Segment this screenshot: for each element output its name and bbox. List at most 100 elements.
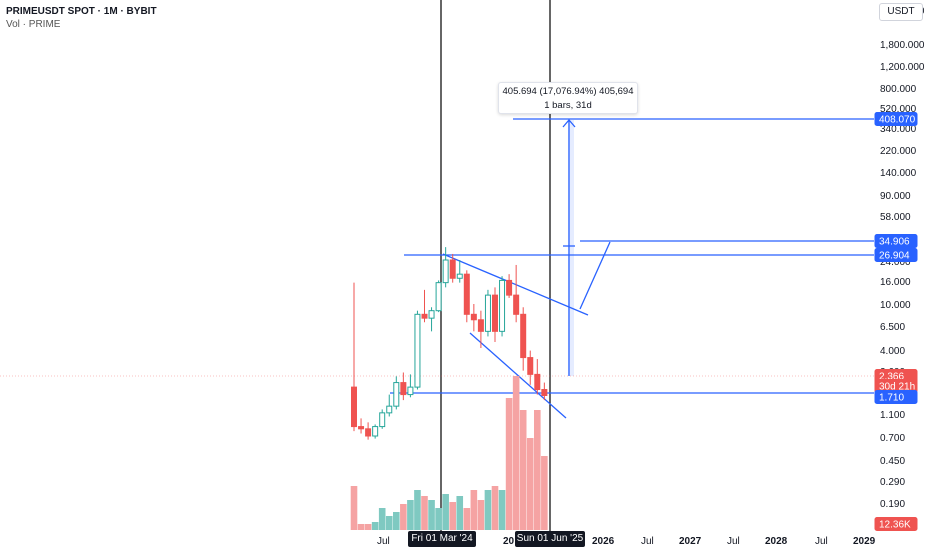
volume-bar	[456, 496, 464, 530]
candle	[527, 350, 534, 385]
time-axis-label: 2029	[853, 536, 876, 547]
price-axis-label: 800.000	[880, 84, 917, 95]
candle	[414, 310, 421, 390]
volume-bar	[463, 508, 471, 530]
candle	[463, 270, 470, 323]
candle	[492, 287, 498, 342]
candle	[513, 264, 520, 323]
volume-bar	[498, 490, 506, 530]
volume-badge: 12.36K	[874, 517, 918, 531]
price-axis-label: 340.000	[880, 124, 917, 135]
volume-bar	[378, 508, 386, 530]
price-axis-label: 0.700	[880, 433, 905, 444]
time-axis-label: 2026	[592, 536, 615, 547]
price-axis-label: 0.190	[880, 499, 905, 510]
volume-bar	[435, 508, 442, 530]
svg-text:1.710: 1.710	[879, 393, 904, 404]
volume-bar	[442, 494, 449, 530]
measure-tooltip: 405.694 (17,076.94%) 405,694 1 bars, 31d	[498, 82, 638, 114]
crosshair-date-right: Sun 01 Jun '25	[515, 531, 585, 547]
volume-bar	[421, 496, 428, 530]
time-axis-label: 20	[503, 536, 515, 547]
volume-bar	[519, 410, 527, 530]
candle	[379, 409, 386, 429]
svg-text:30d 21h: 30d 21h	[879, 382, 915, 393]
volume-bar	[477, 500, 485, 530]
price-axis-label: 0.450	[880, 456, 905, 467]
volume-bar	[484, 490, 492, 530]
price-axis-label: 0.290	[880, 477, 905, 488]
volume-bar	[505, 398, 513, 530]
svg-text:408.070: 408.070	[879, 115, 916, 126]
price-axis-label: 58.000	[880, 212, 911, 223]
volume-bar	[470, 490, 478, 530]
volume-bar	[407, 500, 414, 530]
drawing-layer	[0, 0, 874, 531]
candle	[421, 289, 428, 323]
candle	[541, 382, 548, 401]
volume-bar	[534, 410, 541, 530]
candle	[477, 310, 484, 348]
candle	[428, 307, 435, 332]
candle	[484, 289, 491, 337]
support-level-badge: 1.710	[874, 390, 918, 404]
upper-level-badge: 34.906	[874, 234, 918, 248]
time-axis-label: Jul	[377, 536, 390, 547]
candle	[520, 307, 527, 371]
time-axis[interactable]: Jul 20 2026 Jul 2027 Jul 2028 Jul 2029	[377, 536, 876, 547]
time-axis-label: Jul	[727, 536, 740, 547]
price-axis-label: 4.000	[880, 346, 905, 357]
volume-bar	[400, 504, 407, 530]
volume-legend[interactable]: Vol · PRIME	[6, 19, 61, 30]
candle	[470, 304, 477, 332]
svg-text:26.904: 26.904	[879, 251, 910, 262]
price-axis-label: 1,800.000	[880, 40, 925, 51]
time-axis-label: Jul	[641, 536, 654, 547]
candle	[358, 418, 365, 434]
volume-bar	[350, 486, 358, 530]
svg-text:34.906: 34.906	[879, 237, 910, 248]
currency-button[interactable]: USDT	[879, 3, 923, 21]
volume-bars	[350, 376, 548, 530]
volume-bar	[414, 490, 421, 530]
volume-bar	[491, 486, 499, 530]
volume-bar	[526, 438, 534, 530]
symbol-title[interactable]: PRIMEUSDT SPOT · 1M · BYBIT	[6, 6, 157, 17]
candle	[365, 422, 372, 440]
candle	[393, 376, 400, 410]
price-axis-label: 16.000	[880, 277, 911, 288]
price-axis-label: 220.000	[880, 146, 917, 157]
volume-bar	[541, 456, 548, 530]
candle	[407, 374, 414, 398]
candle	[435, 280, 442, 313]
volume-bar	[512, 376, 520, 530]
price-axis-label: 520.000	[880, 104, 917, 115]
wedge-upper-trendline[interactable]	[442, 253, 589, 316]
candle	[400, 372, 407, 401]
measure-arrow-head	[562, 119, 576, 128]
svg-text:2.366: 2.366	[879, 372, 904, 383]
price-axis-label: 90.000	[880, 191, 911, 202]
candle	[442, 247, 449, 288]
price-axis-label: 6.500	[880, 322, 905, 333]
candle	[351, 282, 357, 432]
volume-bar	[428, 500, 435, 530]
measure-area[interactable]	[568, 120, 574, 376]
price-axis-label: 1,200.000	[880, 62, 925, 73]
price-axis-label: 140.000	[880, 168, 917, 179]
time-axis-label: 2027	[679, 536, 702, 547]
time-axis-label: 2028	[765, 536, 788, 547]
chart-legend: PRIMEUSDT SPOT · 1M · BYBIT Vol · PRIME	[6, 5, 157, 31]
volume-bar	[449, 502, 456, 530]
svg-text:12.36K: 12.36K	[879, 520, 911, 531]
breakout-line[interactable]	[579, 241, 611, 310]
price-axis-label: 1.100	[880, 410, 905, 421]
wedge-lower-trendline[interactable]	[469, 332, 567, 419]
time-axis-label: Jul	[815, 536, 828, 547]
mid-level-badge: 26.904	[874, 248, 918, 262]
volume-bar	[364, 524, 372, 530]
candles	[351, 247, 548, 440]
volume-bar	[357, 524, 365, 530]
